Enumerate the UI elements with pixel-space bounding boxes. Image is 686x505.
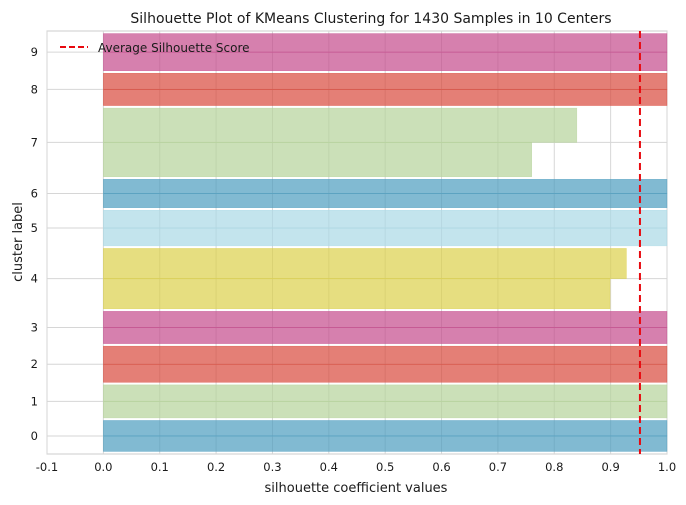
x-tick-label: 0.5	[376, 460, 394, 474]
silhouette-bar-cluster-2	[103, 345, 668, 365]
x-axis-label: silhouette coefficient values	[265, 481, 448, 496]
y-tick-label: 2	[31, 357, 38, 371]
y-tick-label: 7	[31, 135, 38, 149]
silhouette-bar-cluster-8	[103, 89, 668, 106]
silhouette-bar-cluster-7	[103, 142, 532, 177]
y-tick-label: 3	[31, 320, 38, 334]
silhouette-bar-cluster-3	[103, 327, 668, 344]
y-tick-label: 5	[31, 221, 38, 235]
silhouette-bar-cluster-1	[103, 401, 668, 419]
y-axis-label: cluster label	[11, 202, 26, 282]
x-tick-label: 0.0	[94, 460, 112, 474]
silhouette-bar-cluster-3	[103, 311, 668, 328]
x-tick-label: 0.9	[601, 460, 619, 474]
chart-title: Silhouette Plot of KMeans Clustering for…	[130, 11, 611, 27]
silhouette-bar-cluster-5	[103, 210, 668, 229]
x-tick-label: 0.4	[320, 460, 338, 474]
silhouette-bar-cluster-6	[103, 179, 668, 194]
silhouette-bar-cluster-5	[103, 227, 668, 247]
legend-average-label: Average Silhouette Score	[98, 41, 250, 55]
x-tick-label: -0.1	[36, 460, 58, 474]
silhouette-bar-cluster-9	[103, 51, 668, 71]
y-tick-label: 6	[31, 186, 38, 200]
y-axis-ticks: 0 1 2 3 4 5 6 7 8 9	[31, 45, 38, 443]
y-tick-label: 1	[31, 394, 38, 408]
legend: Average Silhouette Score	[60, 41, 250, 55]
x-tick-label: 0.8	[545, 460, 563, 474]
silhouette-bar-cluster-8	[103, 73, 668, 90]
silhouette-bars	[103, 33, 668, 452]
silhouette-bar-cluster-4	[103, 278, 611, 310]
y-tick-label: 9	[31, 45, 38, 59]
x-tick-label: 0.2	[207, 460, 225, 474]
x-tick-label: 0.6	[432, 460, 450, 474]
silhouette-bar-cluster-2	[103, 363, 668, 383]
x-tick-label: 1.0	[658, 460, 676, 474]
x-tick-label: 0.3	[263, 460, 281, 474]
silhouette-bar-cluster-0	[103, 420, 668, 437]
y-tick-label: 0	[31, 429, 38, 443]
x-tick-label: 0.1	[151, 460, 169, 474]
silhouette-bar-cluster-0	[103, 435, 668, 452]
x-axis-ticks: -0.1 0.0 0.1 0.2 0.3 0.4 0.5 0.6 0.7 0.8 0.9 1.0	[36, 460, 676, 474]
y-tick-label: 4	[31, 272, 38, 286]
silhouette-bar-cluster-4	[103, 248, 627, 279]
y-tick-label: 8	[31, 82, 38, 96]
silhouette-bar-cluster-1	[103, 384, 668, 402]
silhouette-bar-cluster-6	[103, 193, 668, 208]
x-tick-label: 0.7	[489, 460, 507, 474]
silhouette-bar-cluster-7	[103, 107, 578, 143]
